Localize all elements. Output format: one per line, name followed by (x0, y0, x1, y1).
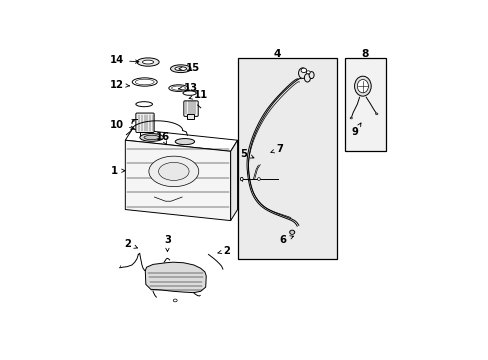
Ellipse shape (132, 78, 157, 86)
Text: 3: 3 (163, 235, 170, 252)
Ellipse shape (183, 91, 196, 95)
Ellipse shape (298, 68, 306, 78)
Ellipse shape (142, 60, 153, 64)
FancyBboxPatch shape (136, 113, 154, 132)
Ellipse shape (257, 177, 260, 180)
Polygon shape (230, 140, 237, 221)
Ellipse shape (375, 113, 377, 115)
Text: 10: 10 (110, 120, 134, 130)
Ellipse shape (135, 79, 154, 85)
Text: 1: 1 (111, 166, 125, 176)
Ellipse shape (305, 71, 309, 74)
Text: 13: 13 (178, 82, 198, 93)
Text: 5: 5 (240, 149, 253, 158)
Bar (238, 58, 336, 260)
Ellipse shape (137, 58, 159, 66)
Ellipse shape (289, 230, 294, 234)
Ellipse shape (240, 177, 243, 181)
Text: 16: 16 (155, 132, 169, 145)
Bar (344, 58, 386, 151)
Ellipse shape (148, 156, 198, 186)
Polygon shape (145, 262, 206, 293)
Bar (140, 132, 148, 138)
Ellipse shape (175, 67, 186, 71)
Text: 9: 9 (351, 123, 360, 137)
Ellipse shape (158, 162, 189, 180)
Text: 6: 6 (279, 235, 293, 245)
Ellipse shape (140, 134, 163, 141)
Ellipse shape (301, 68, 306, 73)
Ellipse shape (308, 72, 313, 78)
Ellipse shape (170, 65, 191, 73)
Ellipse shape (168, 85, 188, 91)
Ellipse shape (173, 299, 177, 302)
Text: 12: 12 (110, 80, 129, 90)
Ellipse shape (304, 74, 310, 82)
Text: 2: 2 (218, 246, 230, 256)
Bar (186, 114, 193, 119)
Ellipse shape (144, 135, 159, 140)
Text: 15: 15 (179, 63, 199, 73)
Text: 14: 14 (110, 55, 139, 66)
Ellipse shape (354, 76, 370, 96)
Polygon shape (125, 140, 230, 221)
Ellipse shape (136, 102, 152, 107)
Text: 4: 4 (273, 49, 280, 59)
Ellipse shape (171, 86, 185, 90)
Text: 7: 7 (270, 144, 283, 154)
Ellipse shape (349, 117, 352, 119)
FancyBboxPatch shape (183, 101, 198, 116)
Ellipse shape (357, 80, 367, 93)
Text: 11: 11 (189, 90, 207, 100)
Text: 2: 2 (124, 239, 137, 249)
Ellipse shape (175, 139, 194, 145)
Text: 8: 8 (361, 49, 368, 59)
